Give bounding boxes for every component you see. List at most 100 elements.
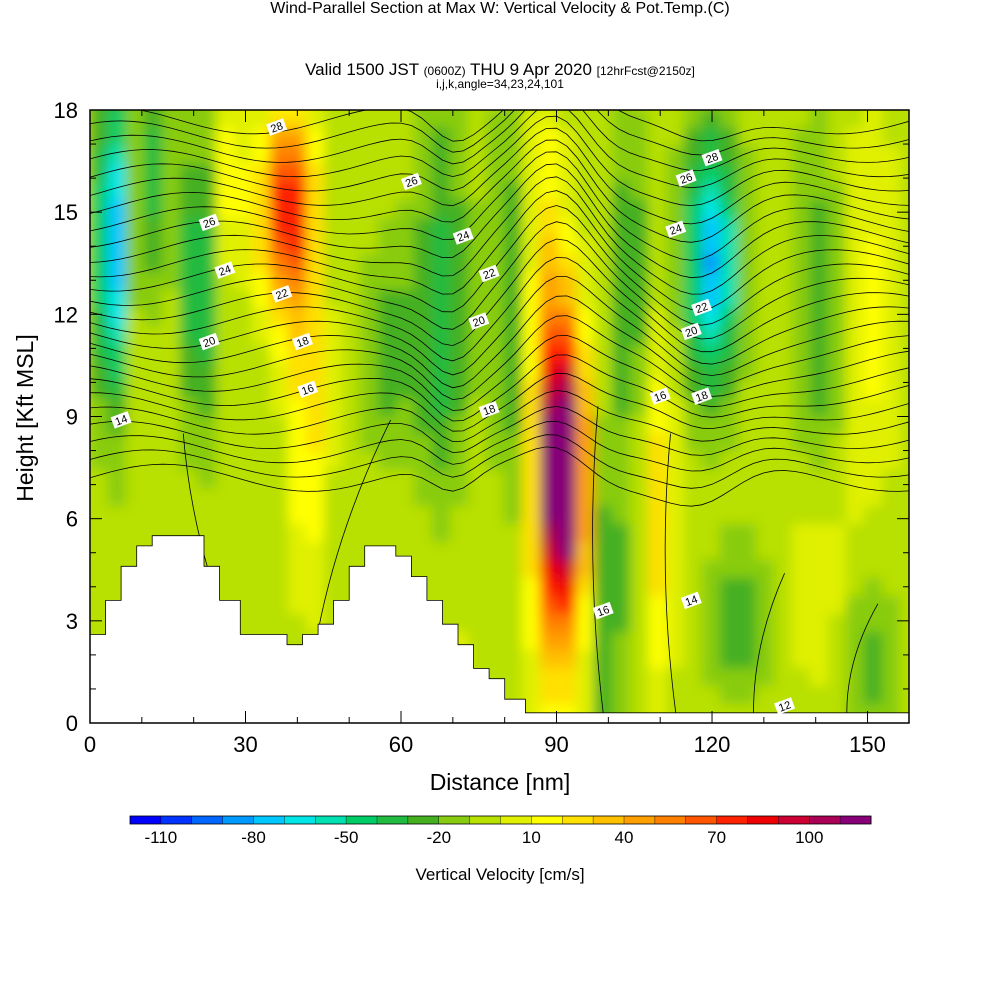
isentrope-line bbox=[90, 295, 909, 389]
contour-label: 26 bbox=[198, 213, 220, 232]
colorbar-swatch bbox=[500, 816, 532, 824]
isentrope-line bbox=[90, 151, 909, 261]
contour-label: 16 bbox=[297, 380, 319, 399]
colorbar-swatch bbox=[284, 816, 316, 824]
isentrope-line bbox=[90, 110, 909, 171]
isentrope-line bbox=[90, 354, 909, 422]
valid-time: Valid 1500 JST bbox=[305, 60, 419, 79]
colorbar-swatch bbox=[130, 816, 162, 824]
contour-label: 18 bbox=[478, 400, 500, 419]
x-axis-label: Distance [nm] bbox=[430, 769, 571, 795]
contour-label-text: 18 bbox=[482, 403, 498, 418]
contour-label: 22 bbox=[271, 285, 293, 303]
x-tick-label: 30 bbox=[233, 732, 257, 757]
y-tick-label: 18 bbox=[54, 98, 78, 123]
isentrope-line bbox=[90, 163, 909, 279]
contour-label-text: 24 bbox=[456, 229, 472, 244]
colorbar-swatch bbox=[624, 816, 656, 824]
contour-label: 16 bbox=[592, 601, 614, 620]
contour-label-text: 16 bbox=[596, 604, 612, 619]
colorbar-swatch bbox=[778, 816, 810, 824]
contour-label: 16 bbox=[649, 387, 671, 405]
contour-labels: 28 26 24 22 20 18 16 14 26 24 22 20 18 28 26 24 22 20 18 16… bbox=[110, 118, 796, 715]
contour-label-text: 22 bbox=[694, 301, 710, 316]
isentrope-line bbox=[90, 434, 909, 489]
x-tick-label: 60 bbox=[389, 732, 413, 757]
contour-label-text: 14 bbox=[114, 413, 130, 428]
contour-label-text: 22 bbox=[482, 267, 498, 282]
valid-zulu: (0600Z) bbox=[423, 64, 466, 78]
colorbar-swatch bbox=[315, 816, 347, 824]
isentrope-line bbox=[90, 115, 909, 207]
contour-label-text: 20 bbox=[471, 314, 487, 329]
chart-title-text: Wind-Parallel Section at Max W: Vertical… bbox=[270, 0, 708, 17]
colorbar-label: Vertical Velocity [cm/s] bbox=[415, 865, 584, 884]
plot-area bbox=[90, 110, 909, 723]
contour-label-text: 26 bbox=[679, 171, 695, 186]
isentrope-line bbox=[90, 334, 909, 411]
x-tick-label: 0 bbox=[84, 732, 96, 757]
isentrope-line bbox=[317, 419, 392, 632]
contour-label-text: 16 bbox=[300, 383, 316, 398]
contour-label-text: 26 bbox=[202, 216, 218, 231]
isentrope-line bbox=[90, 276, 909, 376]
contour-label: 20 bbox=[680, 322, 702, 341]
contour-label: 28 bbox=[701, 148, 723, 167]
chart-title: Wind-Parallel Section at Max W: Vertical… bbox=[0, 0, 1000, 18]
colorbar-tick-label: 40 bbox=[615, 828, 634, 847]
contour-label-text: 12 bbox=[777, 699, 793, 714]
contour-label: 24 bbox=[214, 261, 236, 279]
colorbar-swatch bbox=[593, 816, 625, 824]
contour-label-text: 20 bbox=[684, 325, 700, 340]
isentrope-line bbox=[90, 139, 909, 243]
y-axis-label: Height [Kft MSL] bbox=[12, 334, 38, 501]
colorbar-swatch bbox=[654, 816, 687, 824]
contour-label: 24 bbox=[665, 220, 687, 238]
isentrope-line bbox=[90, 446, 909, 507]
isentrope-line bbox=[90, 176, 909, 295]
contour-label: 22 bbox=[478, 264, 500, 283]
colorbar-swatch bbox=[685, 816, 718, 824]
isentrope-line bbox=[753, 572, 785, 713]
isentrope-line bbox=[90, 127, 909, 225]
x-tick-label: 150 bbox=[849, 732, 886, 757]
colorbar-swatch bbox=[747, 816, 779, 824]
contour-label-text: 24 bbox=[668, 222, 684, 237]
contour-label-text: 16 bbox=[653, 389, 669, 404]
isentrope-line bbox=[90, 420, 909, 472]
colorbar-swatch bbox=[531, 816, 563, 824]
contour-label: 14 bbox=[680, 591, 702, 610]
y-tick-label: 9 bbox=[66, 405, 78, 430]
isentrope-line bbox=[90, 110, 909, 189]
contour-label: 12 bbox=[774, 697, 796, 715]
isentrope-line bbox=[90, 315, 909, 401]
contour-label: 18 bbox=[691, 387, 713, 405]
contour-label-text: 22 bbox=[274, 287, 290, 302]
colorbar-swatch bbox=[253, 816, 285, 824]
valid-date: THU 9 Apr 2020 bbox=[470, 60, 592, 79]
colorbar-swatch bbox=[840, 816, 872, 824]
contour-label-text: 24 bbox=[217, 263, 233, 278]
isentrope-line bbox=[90, 372, 909, 432]
contour-label-text: 26 bbox=[404, 175, 420, 190]
isentrope-line bbox=[90, 221, 909, 340]
x-tick-label: 90 bbox=[544, 732, 568, 757]
isentrope-line bbox=[90, 390, 909, 443]
x-axis: 0 30 60 90 120 150 bbox=[84, 110, 886, 757]
isentrope-line bbox=[90, 190, 909, 311]
contour-label-text: 18 bbox=[694, 389, 710, 404]
contour-label: 26 bbox=[675, 169, 697, 187]
colorbar-swatch bbox=[160, 816, 193, 824]
isentrope-line bbox=[90, 256, 909, 365]
contour-label-text: 28 bbox=[705, 151, 721, 166]
contour-label-text: 28 bbox=[269, 120, 285, 135]
colorbar-swatch bbox=[809, 816, 841, 824]
colorbar-swatch bbox=[469, 816, 501, 824]
contour-label: 22 bbox=[691, 298, 713, 317]
isentrope-line bbox=[137, 110, 909, 142]
isentrope-line bbox=[664, 433, 677, 713]
contour-label: 20 bbox=[198, 332, 220, 351]
colorbar-swatch bbox=[407, 816, 440, 824]
terrain bbox=[90, 535, 909, 723]
